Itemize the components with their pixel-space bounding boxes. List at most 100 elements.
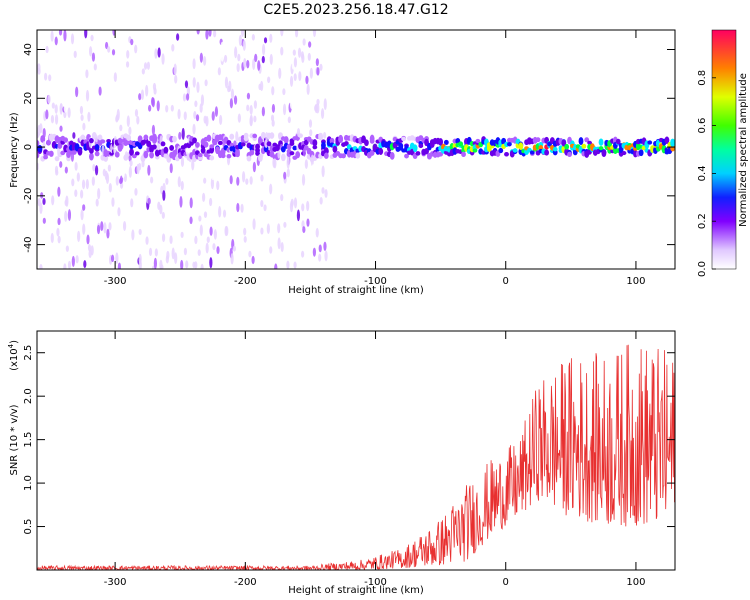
heatmap-cell (185, 93, 190, 101)
heatmap-cell (243, 227, 247, 236)
heatmap-cell (260, 80, 264, 92)
heatmap-cell (243, 236, 247, 243)
heatmap-cell (160, 141, 166, 147)
heatmap-cell (126, 49, 130, 59)
heatmap-cell (65, 245, 69, 252)
heatmap-cell (498, 147, 504, 154)
heatmap-cell (208, 30, 212, 37)
heatmap-cell (312, 139, 318, 147)
colorbar-label: Normalized spectral amplitude (738, 73, 749, 227)
heatmap-cell (316, 98, 320, 106)
heatmap-cell (237, 113, 241, 123)
heatmap-cell (229, 97, 234, 109)
heatmap-cell (302, 226, 306, 234)
heatmap-cell (263, 145, 269, 153)
heatmap-cell (255, 143, 260, 150)
heatmap-cell (329, 137, 335, 145)
heatmap-cell (252, 218, 256, 230)
heatmap-cell (452, 147, 458, 155)
heatmap-cell (96, 224, 101, 235)
heatmap-cell (260, 174, 264, 182)
heatmap-cell (143, 62, 148, 70)
heatmap-cell (552, 146, 558, 152)
heatmap-cell (236, 63, 240, 73)
heatmap-cell (74, 161, 78, 171)
heatmap-cell (131, 229, 135, 241)
heatmap-cell (296, 209, 301, 222)
heatmap-cell (180, 157, 185, 167)
x-tick-label: -200 (234, 577, 257, 588)
y-tick-label: 2.0 (23, 388, 34, 404)
heatmap-cell (138, 93, 142, 101)
heatmap-cell (80, 189, 84, 199)
heatmap-cell (598, 138, 604, 146)
heatmap-cell (266, 31, 271, 42)
heatmap-cell (57, 217, 61, 226)
heatmap-cell (506, 142, 512, 147)
heatmap-cell (364, 139, 369, 147)
heatmap-cell (320, 108, 325, 119)
heatmap-cell (233, 140, 237, 147)
heatmap-cell (298, 71, 302, 82)
heatmap-cell (67, 107, 71, 119)
heatmap-cell (180, 231, 184, 238)
heatmap-cell (301, 203, 305, 212)
heatmap-cell (277, 237, 281, 250)
heatmap-cell (45, 45, 49, 54)
heatmap-cell (301, 250, 305, 258)
heatmap-cell (115, 114, 119, 122)
heatmap-cell (287, 116, 291, 124)
heatmap-cell (165, 255, 169, 264)
heatmap-cell (278, 67, 282, 79)
heatmap-cell (175, 181, 179, 193)
heatmap-cell (415, 151, 421, 156)
heatmap-cell (93, 63, 97, 71)
heatmap-cell (203, 177, 207, 184)
heatmap-cell (54, 165, 59, 174)
heatmap-cell (280, 194, 284, 202)
heatmap-cell (136, 163, 140, 175)
y-tick-label: -40 (23, 236, 34, 252)
heatmap-cell (302, 120, 306, 129)
heatmap-cell (236, 202, 240, 213)
heatmap-cell (389, 152, 395, 160)
heatmap-cell (343, 141, 349, 147)
heatmap-cell (117, 262, 122, 269)
heatmap-cell (100, 139, 106, 144)
heatmap-cell (264, 139, 268, 149)
heatmap-cell (208, 76, 212, 87)
heatmap-cell (240, 203, 244, 213)
heatmap-cell (206, 236, 210, 244)
heatmap-cell (107, 46, 111, 53)
x-tick-label: 100 (626, 276, 645, 287)
heatmap-cell (48, 74, 52, 82)
heatmap-cell (38, 161, 42, 172)
heatmap-cell (269, 246, 273, 254)
heatmap-cell (169, 144, 175, 151)
heatmap-cell (273, 248, 278, 257)
heatmap-cell (141, 160, 145, 168)
heatmap-cell (283, 221, 287, 228)
heatmap-cell (323, 132, 327, 139)
heatmap-cell (226, 154, 232, 159)
heatmap-cell (74, 189, 78, 197)
heatmap-cell (138, 219, 142, 230)
spectrogram-y-ticks: -40 -20 0 20 40 (23, 43, 675, 253)
snr-panel: -300 -200 -100 0 100 0.5 1.0 1.5 2.0 2.5 Height … (7, 330, 676, 596)
heatmap-cell (290, 198, 294, 207)
heatmap-cell (108, 182, 112, 193)
heatmap-cell (63, 263, 67, 269)
heatmap-cell (235, 131, 239, 142)
heatmap-cell (307, 52, 311, 61)
heatmap-cell (217, 140, 223, 146)
heatmap-cell (211, 171, 215, 181)
heatmap-cell (670, 138, 675, 146)
heatmap-cell (50, 114, 55, 124)
heatmap-cell (323, 241, 327, 251)
heatmap-cell (89, 152, 94, 161)
heatmap-cell (80, 209, 84, 221)
x-tick-label: -100 (364, 276, 387, 287)
y-tick-label: 1.5 (23, 432, 34, 448)
heatmap-cell (79, 105, 84, 115)
heatmap-cell (213, 47, 217, 56)
